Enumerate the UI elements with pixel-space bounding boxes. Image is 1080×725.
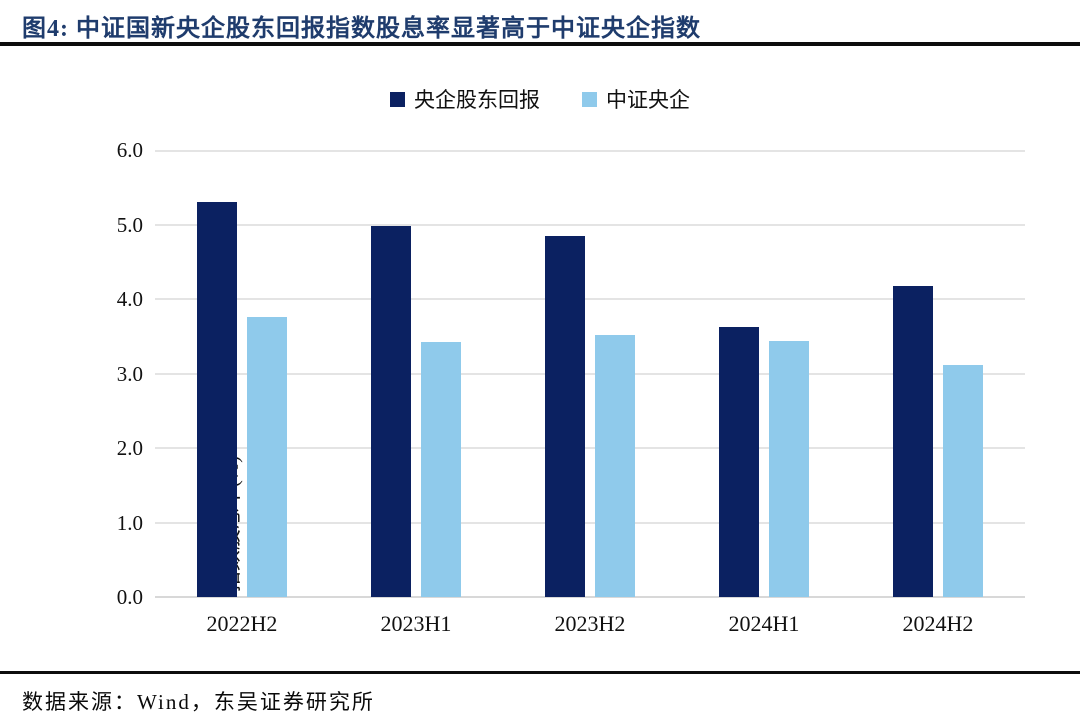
bar-s1-2024h2 xyxy=(943,364,983,597)
plot-area: 指数股息率(%) 0.01.02.03.04.05.06.02022H22023… xyxy=(117,138,1025,636)
y-tick-label: 6.0 xyxy=(116,138,143,162)
legend-label-dark-series: 央企股东回报 xyxy=(414,88,540,112)
legend-swatch-light-icon xyxy=(582,91,597,107)
legend-item-dark-series: 央企股东回报 xyxy=(390,84,540,114)
gridline xyxy=(155,298,1025,300)
y-tick-label: 4.0 xyxy=(116,287,143,311)
x-axis-line xyxy=(155,596,1025,598)
y-tick-label: 2.0 xyxy=(116,436,143,460)
data-source-note: 数据来源：Wind，东吴证券研究所 xyxy=(22,690,375,714)
bar-s0-2022h2 xyxy=(197,202,237,597)
chart-legend: 央企股东回报 中证央企 xyxy=(0,84,1080,114)
legend-item-light-series: 中证央企 xyxy=(582,84,690,114)
x-tick-label: 2023H2 xyxy=(554,611,626,636)
gridline xyxy=(155,150,1025,152)
y-tick-label: 1.0 xyxy=(116,510,143,535)
legend-label-light-series: 中证央企 xyxy=(606,88,690,112)
gridline xyxy=(155,447,1025,449)
footer-separator-rule xyxy=(0,671,1080,674)
gridline xyxy=(155,521,1025,524)
gridline xyxy=(155,223,1025,226)
x-tick-label: 2022H2 xyxy=(206,611,278,636)
bar-s0-2023h1 xyxy=(371,226,411,597)
bar-s0-2023h2 xyxy=(545,235,585,597)
figure-title: 图4: 中证国新央企股东回报指数股息率显著高于中证央企指数 xyxy=(22,16,701,42)
legend-swatch-dark-icon xyxy=(390,91,405,107)
y-tick-label: 0.0 xyxy=(116,585,143,609)
title-separator-rule xyxy=(0,42,1080,46)
bar-s1-2023h1 xyxy=(421,342,461,597)
x-tick-label: 2024H2 xyxy=(902,611,974,636)
bar-s1-2024h1 xyxy=(769,341,809,597)
gridline xyxy=(155,372,1025,375)
x-tick-label: 2024H1 xyxy=(728,611,800,636)
y-tick-label: 5.0 xyxy=(116,212,143,237)
bar-s1-2022h2 xyxy=(247,316,287,597)
bar-s0-2024h1 xyxy=(719,326,759,597)
x-tick-label: 2023H1 xyxy=(380,611,452,636)
bar-s1-2023h2 xyxy=(595,334,635,597)
bar-s0-2024h2 xyxy=(893,286,933,597)
y-tick-label: 3.0 xyxy=(116,361,143,386)
